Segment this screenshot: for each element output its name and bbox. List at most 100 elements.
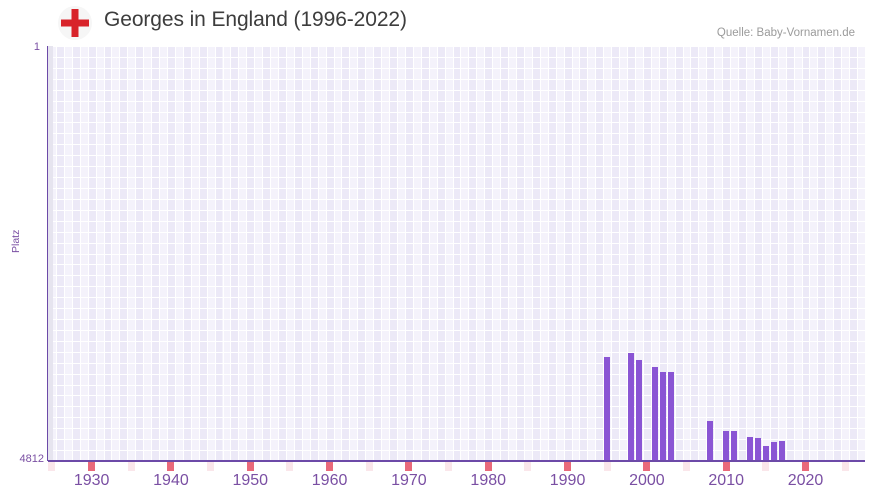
x-tick-major-2020 [802,462,809,471]
vertical-gridline [389,46,390,461]
vertical-gridline [572,46,573,461]
year-band [87,46,96,461]
vertical-gridline [286,46,287,461]
vertical-gridline [127,46,128,461]
vertical-gridline [603,46,604,461]
bar-2002[interactable] [659,371,666,461]
bar-2001[interactable] [651,366,658,461]
year-band [246,46,255,461]
vertical-gridline [698,46,699,461]
bar-2014[interactable] [754,437,761,461]
chart-header: Georges in England (1996-2022) Quelle: B… [0,0,873,46]
year-band [230,46,239,461]
vertical-gridline [833,46,834,461]
year-band [198,46,207,461]
x-tick-major-1990 [564,462,572,471]
x-axis-label-2010: 2010 [708,472,744,489]
vertical-gridline [714,46,715,461]
horizontal-gridline [48,264,865,265]
horizontal-gridline [48,243,865,244]
horizontal-gridline [48,374,865,375]
x-tick-minor-1965 [365,462,373,471]
vertical-gridline [373,46,374,461]
x-axis-label-1940: 1940 [153,472,189,489]
vertical-gridline [722,46,723,461]
x-axis-label-1930: 1930 [73,472,110,489]
x-tick-minor-2025 [841,462,849,471]
x-tick-major-2000 [643,462,651,471]
vertical-gridline [484,46,485,461]
vertical-gridline [825,46,826,461]
vertical-gridline [802,46,803,461]
year-band [166,46,175,461]
vertical-gridline [223,46,224,461]
vertical-gridline [318,46,319,461]
x-tick-minor-1935 [127,462,135,471]
vertical-gridline [492,46,493,461]
vertical-gridline [381,46,382,461]
vertical-gridline [215,46,216,461]
bar-2016[interactable] [770,441,777,461]
year-band [658,46,667,461]
vertical-gridline [778,46,779,461]
horizontal-gridline [48,428,865,429]
bar-2015[interactable] [762,445,769,461]
vertical-gridline [349,46,350,461]
x-axis-label-2000: 2000 [629,472,665,489]
x-tick-minor-1945 [207,462,215,471]
x-tick-major-1960 [326,462,334,471]
bar-2017[interactable] [778,441,785,461]
year-band [627,46,635,461]
bar-2010[interactable] [723,431,730,461]
year-band [738,46,746,461]
vertical-gridline [183,46,184,461]
horizontal-gridline [48,439,865,440]
vertical-gridline [762,46,763,461]
horizontal-gridline [48,254,865,255]
horizontal-gridline [48,363,865,364]
source-attribution: Quelle: Baby-Vornamen.de [716,27,855,39]
horizontal-gridline [48,417,865,418]
vertical-gridline [500,46,501,461]
year-band [357,46,366,461]
bar-2003[interactable] [667,371,674,461]
horizontal-gridline [48,286,865,287]
year-band [278,46,286,461]
bar-2011[interactable] [731,431,738,461]
vertical-gridline [270,46,271,461]
bar-1998[interactable] [628,353,634,461]
bar-2008[interactable] [707,421,714,461]
year-band [135,46,144,461]
horizontal-gridline [48,188,865,189]
year-band [595,46,604,461]
vertical-gridline [564,46,565,461]
year-band [547,46,556,461]
vertical-gridline [397,46,398,461]
horizontal-gridline [48,221,865,222]
year-band [103,46,112,461]
bar-1995[interactable] [604,356,611,461]
vertical-gridline [104,46,105,461]
x-tick-minor-2015 [762,462,770,471]
vertical-gridline [754,46,755,461]
vertical-gridline [809,46,810,461]
vertical-gridline [72,46,73,461]
vertical-gridline [675,46,676,461]
year-band [642,46,651,461]
vertical-gridline [595,46,596,461]
vertical-gridline [199,46,200,461]
page-title: Georges in England (1996-2022) [104,8,407,31]
vertical-gridline [532,46,533,461]
year-band [151,46,160,461]
horizontal-gridline [48,232,865,233]
x-tick-major-1950 [246,462,254,471]
vertical-gridline [230,46,231,461]
year-band [849,46,858,461]
horizontal-gridline [48,155,865,156]
bar-2013[interactable] [746,437,753,461]
vertical-gridline [468,46,469,461]
horizontal-gridline [48,112,865,113]
vertical-gridline [516,46,517,461]
bar-1999[interactable] [635,359,642,461]
